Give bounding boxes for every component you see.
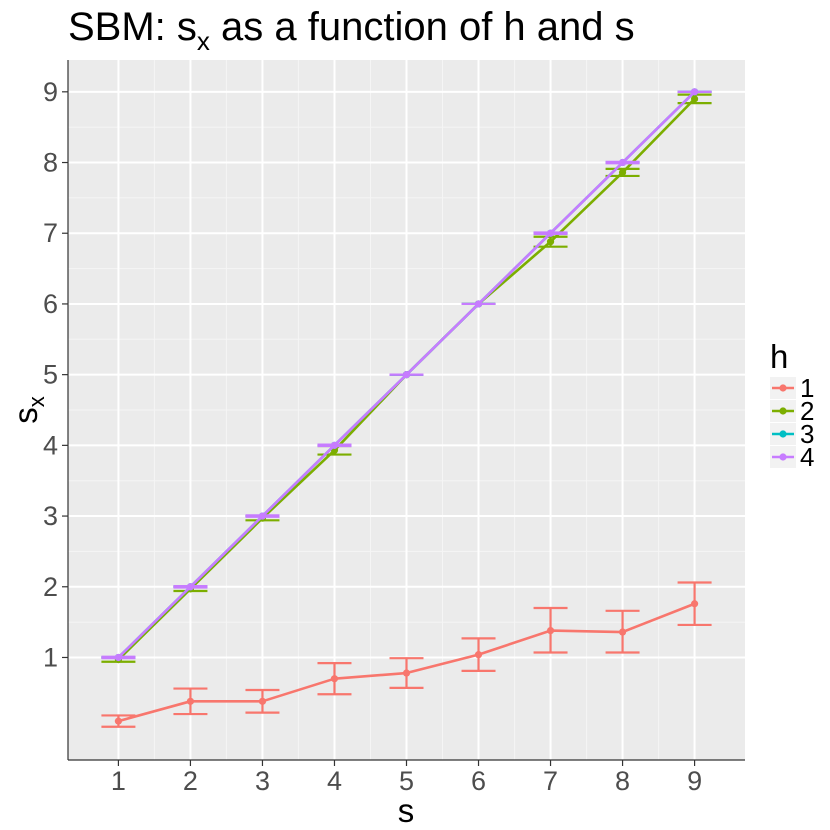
data-point xyxy=(474,651,483,659)
legend-title: h xyxy=(770,338,788,375)
x-tick-label: 4 xyxy=(327,766,342,796)
series-h-2 xyxy=(101,93,712,664)
legend-label: 3 xyxy=(800,419,814,449)
data-point xyxy=(258,697,267,705)
y-axis-title: sx xyxy=(7,396,49,424)
data-point xyxy=(402,371,411,379)
chart-title-subscript: x xyxy=(197,26,210,56)
legend-label: 1 xyxy=(800,373,814,403)
x-tick-label: 1 xyxy=(111,766,126,796)
series-h-4 xyxy=(101,88,712,662)
y-ticks: 1 2 3 4 5 6 7 8 9 xyxy=(43,77,68,672)
x-tick-label: 8 xyxy=(615,766,630,796)
y-tick-label: 3 xyxy=(43,501,58,531)
data-point xyxy=(618,168,627,177)
data-point xyxy=(546,627,555,635)
data-point xyxy=(690,88,699,96)
y-tick-label: 4 xyxy=(43,430,58,460)
data-point xyxy=(546,229,555,237)
x-tick-label: 3 xyxy=(255,766,270,796)
legend-key-point xyxy=(779,384,787,392)
data-point xyxy=(402,669,411,677)
y-axis-title-main: s xyxy=(7,407,44,424)
data-point xyxy=(186,697,195,705)
chart-title-rest: as a function of h and s xyxy=(210,5,635,49)
data-point xyxy=(330,675,339,683)
y-tick-label: 1 xyxy=(43,642,58,672)
data-point xyxy=(546,238,555,246)
y-tick-label: 6 xyxy=(43,289,58,319)
chart-title: SBM: sx as a function of h and s xyxy=(68,5,635,56)
legend-label: 4 xyxy=(800,442,814,472)
legend-item-3: 3 xyxy=(770,419,814,449)
x-tick-label: 2 xyxy=(183,766,198,796)
data-point xyxy=(690,95,699,103)
x-tick-label: 7 xyxy=(543,766,558,796)
x-tick-label: 9 xyxy=(687,766,702,796)
y-axis-title-subscript: x xyxy=(24,396,49,407)
legend-key-point xyxy=(779,407,787,415)
data-point xyxy=(114,653,123,662)
data-point xyxy=(474,300,483,308)
series-layer xyxy=(101,88,712,728)
legend-key-point xyxy=(779,453,787,461)
y-tick-label: 5 xyxy=(43,360,58,390)
data-point xyxy=(690,600,699,608)
y-tick-label: 8 xyxy=(43,148,58,178)
x-ticks: 1 2 3 4 5 6 7 8 9 xyxy=(111,760,702,796)
data-point xyxy=(618,628,627,636)
y-tick-label: 7 xyxy=(43,218,58,248)
y-tick-label: 2 xyxy=(43,572,58,602)
legend-label: 2 xyxy=(800,396,814,426)
y-tick-label: 9 xyxy=(43,77,58,107)
data-point xyxy=(186,583,195,591)
legend-key-point xyxy=(779,430,787,438)
x-tick-label: 5 xyxy=(399,766,414,796)
x-tick-label: 6 xyxy=(471,766,486,796)
data-point xyxy=(330,441,339,449)
data-point xyxy=(618,158,627,167)
chart-title-main: SBM: s xyxy=(68,5,197,49)
legend-item-2: 2 xyxy=(770,396,814,426)
x-axis-title: s xyxy=(398,792,415,829)
legend-item-4: 4 xyxy=(770,442,814,472)
data-point xyxy=(114,717,123,725)
data-point xyxy=(258,512,267,520)
series-h-1 xyxy=(101,581,712,728)
legend-item-1: 1 xyxy=(770,373,814,403)
